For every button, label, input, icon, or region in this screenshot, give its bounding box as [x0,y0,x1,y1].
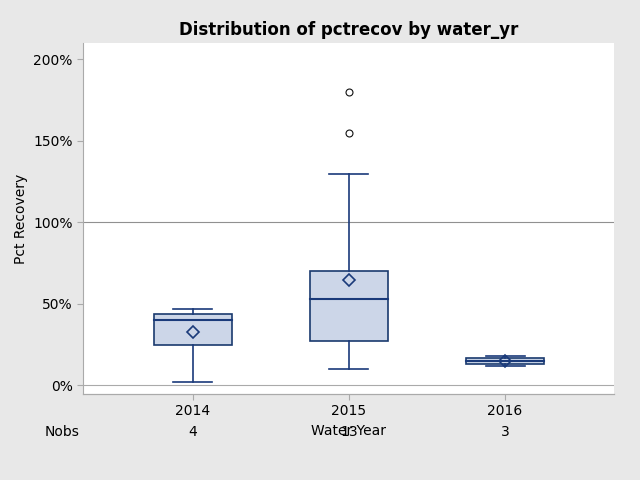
Bar [154,314,232,345]
Y-axis label: Pct Recovery: Pct Recovery [13,173,28,264]
Bar [466,358,544,364]
Text: 4: 4 [188,425,197,439]
Title: Distribution of pctrecov by water_yr: Distribution of pctrecov by water_yr [179,21,518,39]
Text: Nobs: Nobs [45,425,79,439]
Bar [310,271,388,341]
Text: 3: 3 [500,425,509,439]
Text: 13: 13 [340,425,358,439]
X-axis label: Water Year: Water Year [311,423,387,438]
